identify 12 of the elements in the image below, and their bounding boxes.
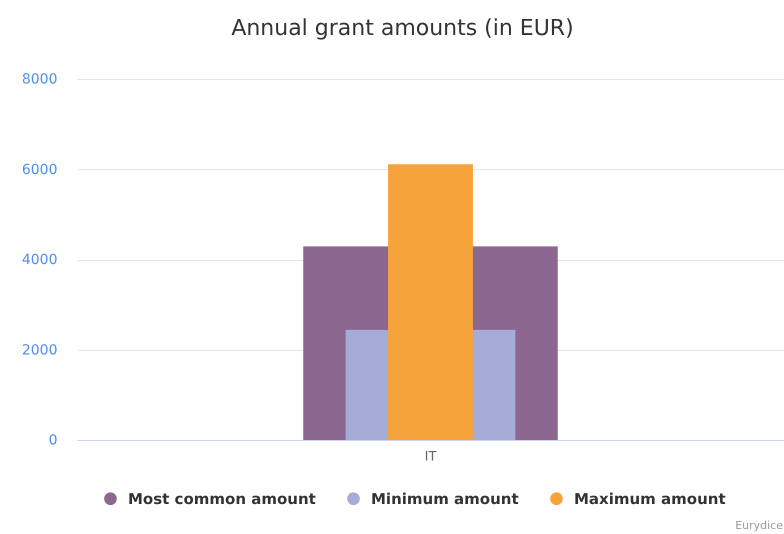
y-tick-label: 6000 [22, 162, 58, 178]
y-tick-label: 8000 [22, 72, 58, 88]
y-tick-label: 2000 [22, 342, 58, 358]
bar [388, 164, 473, 440]
chart-title: Annual grant amounts (in EUR) [231, 16, 574, 41]
x-tick-label: IT [424, 450, 436, 464]
y-tick-label: 0 [48, 432, 58, 448]
legend-label: Maximum amount [574, 490, 726, 508]
y-tick-label: 4000 [22, 252, 58, 268]
legend-label: Most common amount [128, 490, 316, 508]
legend-label: Minimum amount [371, 490, 519, 508]
text: Eurydice [735, 519, 784, 532]
